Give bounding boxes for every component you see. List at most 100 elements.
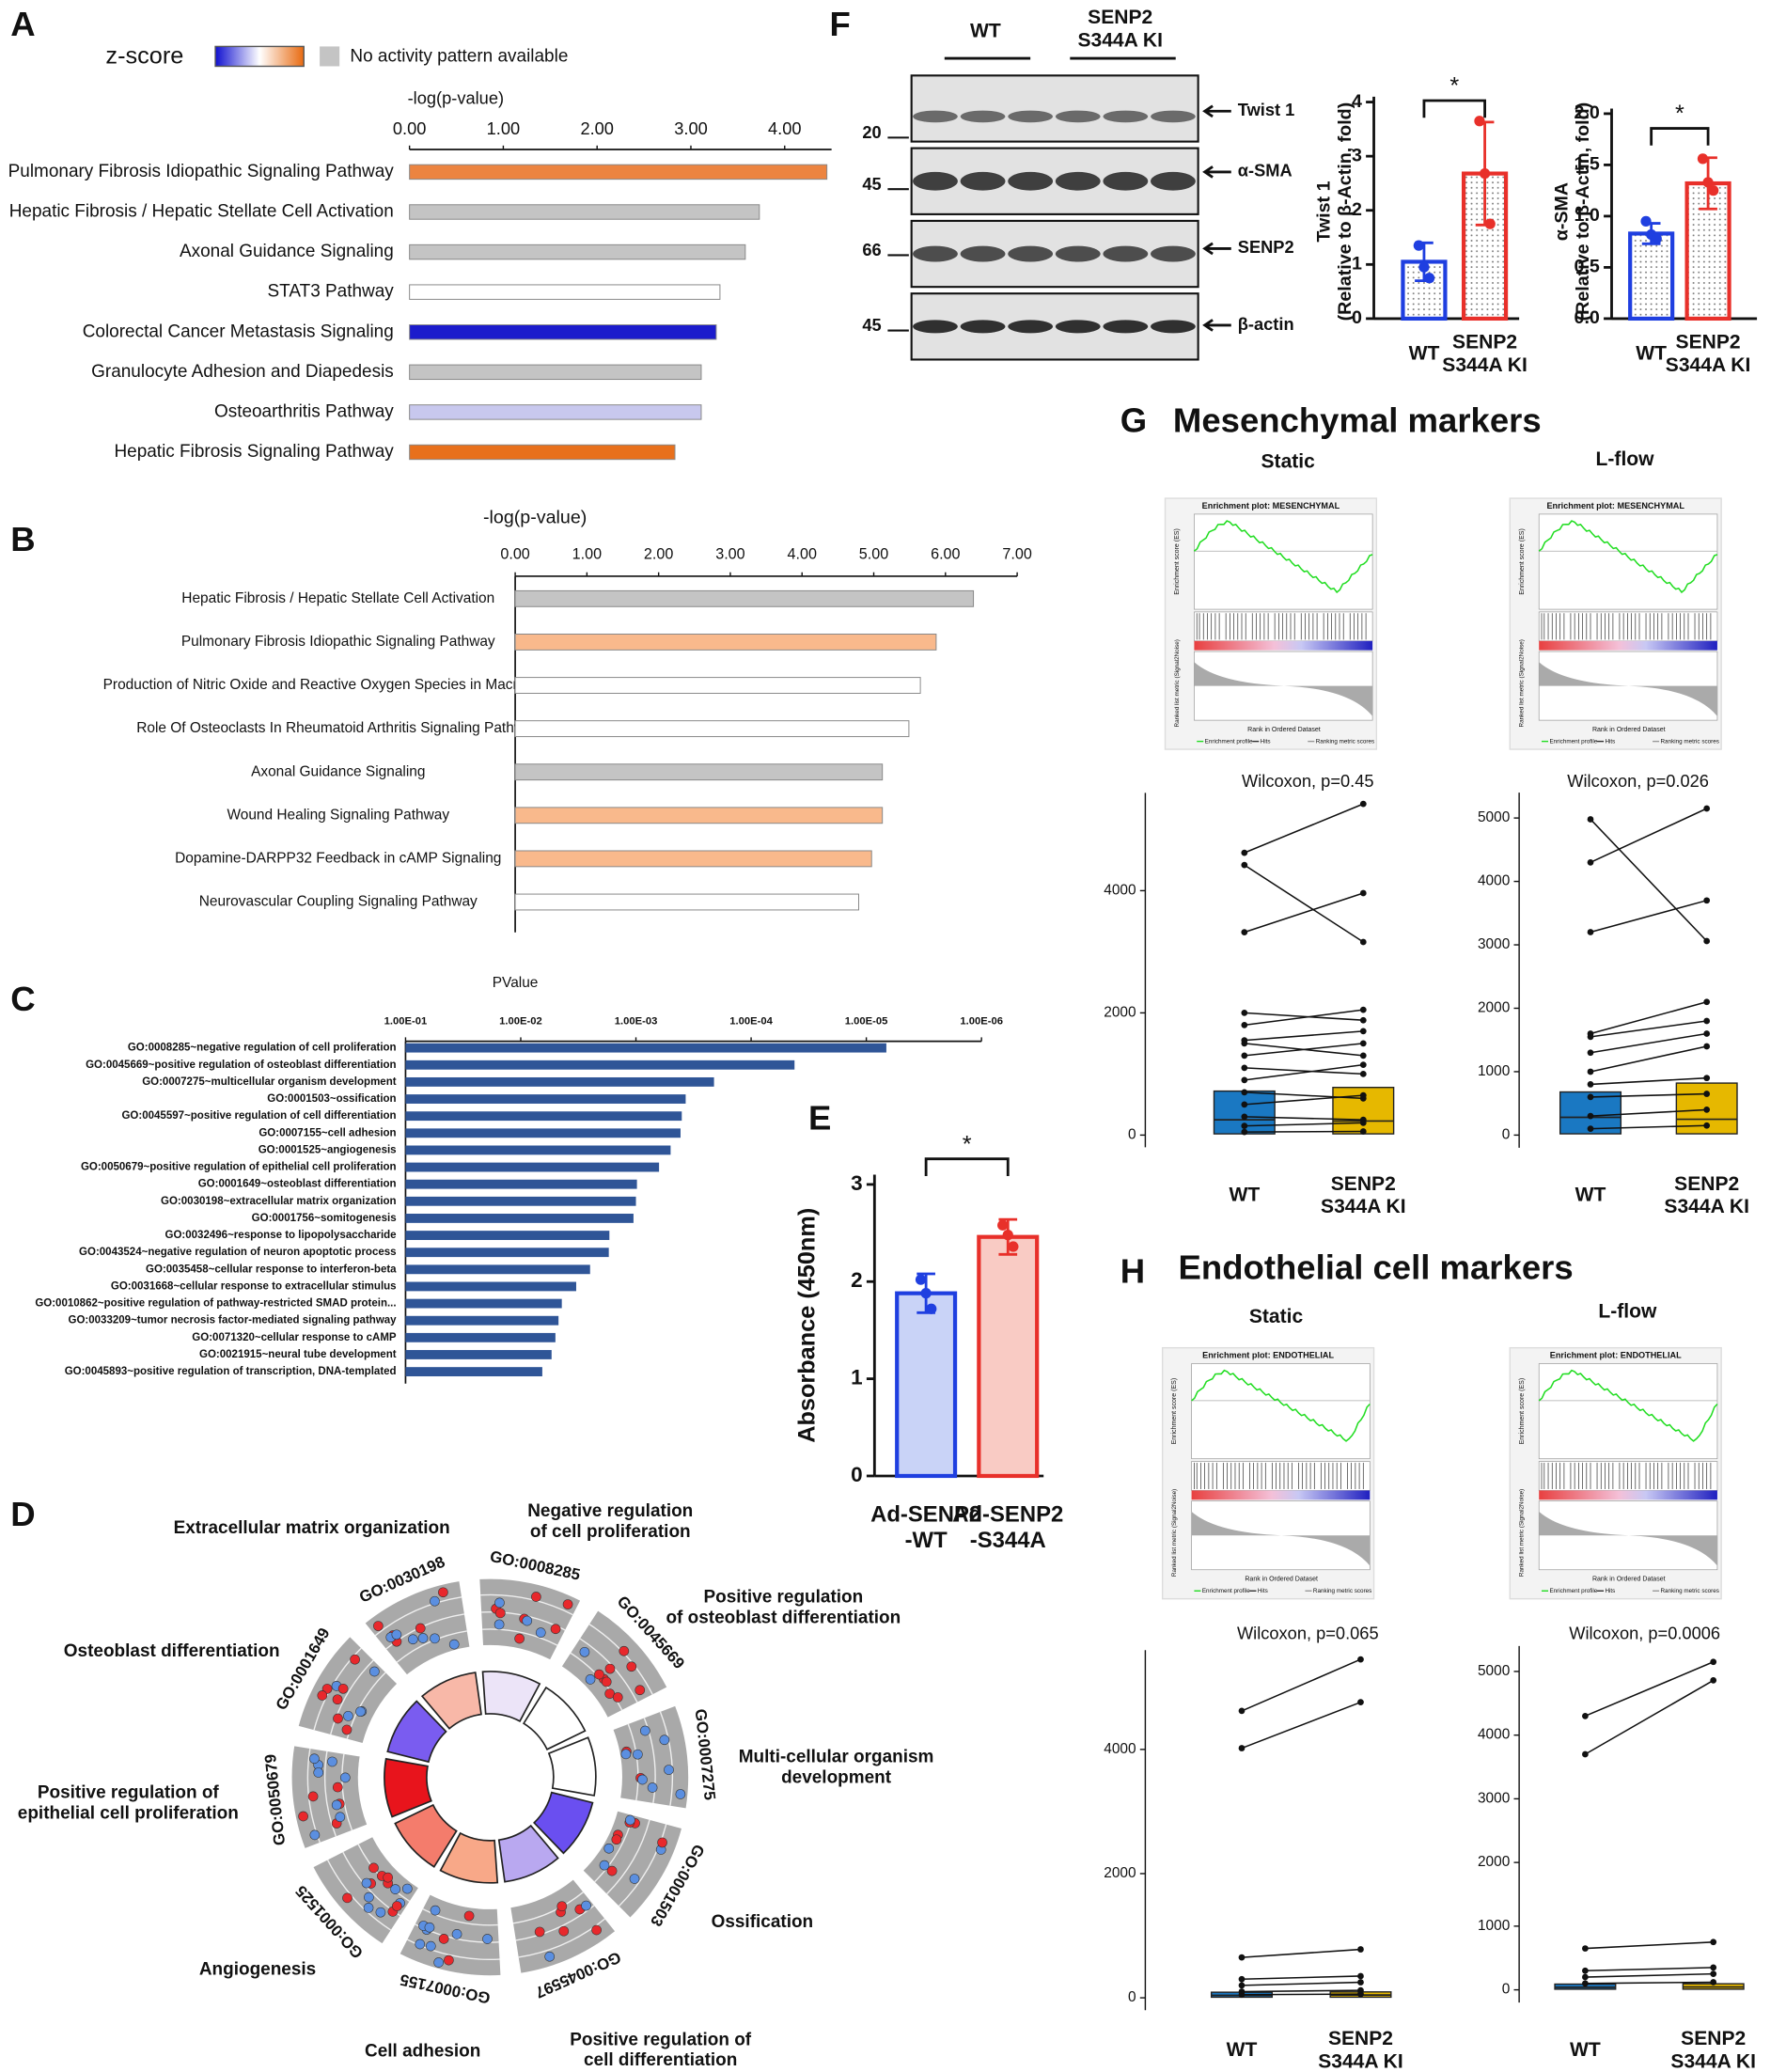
pair-point	[1357, 1699, 1364, 1706]
gsea-legend-label: Enrichment profile	[1549, 738, 1597, 745]
section-title: Mesenchymal markers	[1173, 401, 1542, 440]
gene-dot	[625, 1814, 635, 1826]
zscore-segment	[439, 1831, 499, 1884]
blot-band	[1055, 245, 1101, 262]
pair-point	[1357, 1979, 1364, 1986]
category-label: Dopamine-DARPP32 Feedback in cAMP Signal…	[175, 850, 501, 866]
category-label: GO:0001503~ossification	[267, 1093, 396, 1105]
plot-title: Wilcoxon, p=0.45	[1242, 771, 1374, 791]
gene-dot	[417, 1633, 429, 1643]
metric-fill	[1539, 662, 1717, 716]
gene-dot	[659, 1735, 670, 1746]
gene-dot	[494, 1608, 506, 1619]
pair-point	[1241, 1052, 1248, 1060]
zscore-segment	[386, 1700, 447, 1764]
bar	[405, 1145, 671, 1155]
pair-line	[1244, 1030, 1364, 1042]
lane-label: WT	[970, 21, 1001, 42]
gene-dot	[639, 1725, 650, 1736]
blot-band	[1055, 171, 1101, 191]
y-tick-label: 3	[1352, 145, 1362, 165]
pair-point	[1587, 858, 1594, 866]
x-tick-label: 0.00	[393, 118, 427, 138]
sector-grid	[330, 1659, 374, 1735]
gene-dot	[309, 1753, 320, 1765]
pair-point	[1587, 929, 1594, 935]
x-tick-label: 1.00E-02	[499, 1016, 542, 1028]
bar	[405, 1076, 714, 1087]
x-tick-label: 1.00E-05	[845, 1016, 888, 1028]
rank-bar	[1539, 640, 1717, 651]
rank-bar	[1194, 640, 1373, 651]
category-label: GO:0035458~cellular response to interfer…	[146, 1264, 397, 1275]
pair-point	[1582, 1945, 1589, 1952]
pair-point	[1703, 1043, 1711, 1050]
blot-band	[1103, 171, 1149, 191]
gene-dot	[494, 1619, 505, 1630]
panel-label: A	[10, 5, 35, 43]
condition-label: Static	[1261, 451, 1316, 473]
gene-dot	[407, 1634, 418, 1645]
term-label: Negative regulation of cell proliferation	[527, 1501, 693, 1542]
x-tick-label: SENP2 S344A KI	[1321, 1172, 1406, 1217]
pair-line	[1241, 1981, 1361, 1986]
pair-point	[1359, 1091, 1367, 1099]
gene-dot	[390, 1884, 400, 1894]
y-axis-label: α-SMA(Relative to β-Actin, fold)	[1552, 102, 1594, 322]
gsea-legend-label: Hits	[1605, 1588, 1615, 1594]
zscore-segment	[394, 1803, 458, 1868]
x-axis-label: -log(p-value)	[408, 87, 504, 107]
x-tick-label: 1.00	[572, 546, 602, 563]
gene-dot	[619, 1645, 630, 1656]
gene-dot	[581, 1900, 591, 1911]
gene-dot	[675, 1789, 686, 1799]
pair-point	[1238, 1745, 1246, 1751]
pair-line	[1244, 892, 1364, 934]
x-tick-label: 3.00	[674, 118, 708, 138]
pair-line	[1244, 1012, 1364, 1021]
x-tick-label: 6.00	[931, 546, 960, 563]
category-label: Osteoarthritis Pathway	[214, 401, 394, 421]
pair-line	[1585, 1967, 1714, 1972]
x-tick-label: WT	[1227, 2039, 1258, 2061]
pair-point	[1359, 889, 1367, 897]
rank-bar	[1191, 1490, 1371, 1500]
gsea-axis-label: Ranked list metric (Signal2Noise)	[1171, 1489, 1178, 1577]
sector-grid	[422, 1907, 498, 1926]
pair-point	[1241, 1064, 1248, 1072]
category-label: GO:0050679~positive regulation of epithe…	[81, 1162, 397, 1173]
data-point	[1413, 240, 1424, 251]
bar	[405, 1043, 886, 1053]
bar	[514, 634, 937, 651]
blot-band	[913, 320, 958, 334]
gsea-axis-label: Ranked list metric (Signal2Noise)	[1174, 639, 1181, 727]
gene-dot	[343, 1710, 353, 1721]
gsea-axis-label: Rank in Ordered Dataset	[1592, 727, 1666, 733]
gene-dot	[620, 1749, 632, 1760]
pair-line	[1244, 1067, 1364, 1075]
gene-dot	[298, 1811, 308, 1822]
term-label: Osteoblast differentiation	[64, 1641, 280, 1661]
pair-point	[1241, 1076, 1248, 1084]
gsea-title: Enrichment plot: MESENCHYMAL	[1202, 501, 1340, 510]
pair-point	[1238, 1982, 1246, 1989]
hits-area	[1538, 611, 1718, 642]
gene-dot	[438, 1587, 448, 1598]
x-tick-label: SENP2 S344A KI	[1664, 1172, 1749, 1217]
gene-dot	[535, 1627, 546, 1638]
term-sector	[613, 1705, 689, 1809]
marker-label: 45	[862, 315, 881, 335]
bar	[514, 677, 921, 694]
gene-dot	[657, 1837, 667, 1848]
protein-label: α-SMA	[1238, 161, 1292, 181]
gene-dot	[482, 1934, 493, 1944]
bar	[1628, 231, 1675, 322]
blot-band	[960, 171, 1006, 191]
pair-point	[1710, 1964, 1717, 1971]
gsea-legend-label: Enrichment profile	[1202, 1588, 1250, 1594]
pair-point	[1238, 1991, 1246, 1999]
hits-area	[1538, 1461, 1718, 1491]
data-point	[1702, 177, 1714, 188]
term-label: Positive regulation of cell differentiati…	[570, 2030, 752, 2070]
